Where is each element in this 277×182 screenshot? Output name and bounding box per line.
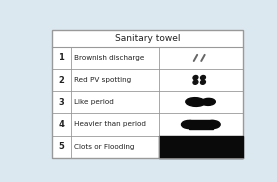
Text: Sanitary towel: Sanitary towel [115, 34, 180, 43]
Text: Clots or Flooding: Clots or Flooding [74, 144, 135, 150]
Text: Red PV spotting: Red PV spotting [74, 77, 131, 83]
Ellipse shape [201, 80, 206, 84]
Text: Brownish discharge: Brownish discharge [74, 55, 145, 61]
Text: Like period: Like period [74, 99, 114, 105]
Text: 4: 4 [58, 120, 64, 129]
Text: 5: 5 [58, 142, 64, 151]
Ellipse shape [193, 76, 198, 80]
Ellipse shape [205, 120, 220, 128]
Text: 1: 1 [58, 54, 64, 62]
Bar [189, 120, 213, 128]
Text: 3: 3 [58, 98, 64, 107]
Ellipse shape [201, 76, 206, 80]
Text: Heavier than period: Heavier than period [74, 122, 146, 128]
Bar [52, 30, 243, 158]
Bar [159, 136, 243, 158]
Ellipse shape [181, 120, 197, 128]
Text: 2: 2 [58, 76, 64, 85]
Ellipse shape [193, 80, 198, 84]
Ellipse shape [186, 98, 205, 106]
Ellipse shape [201, 98, 215, 105]
